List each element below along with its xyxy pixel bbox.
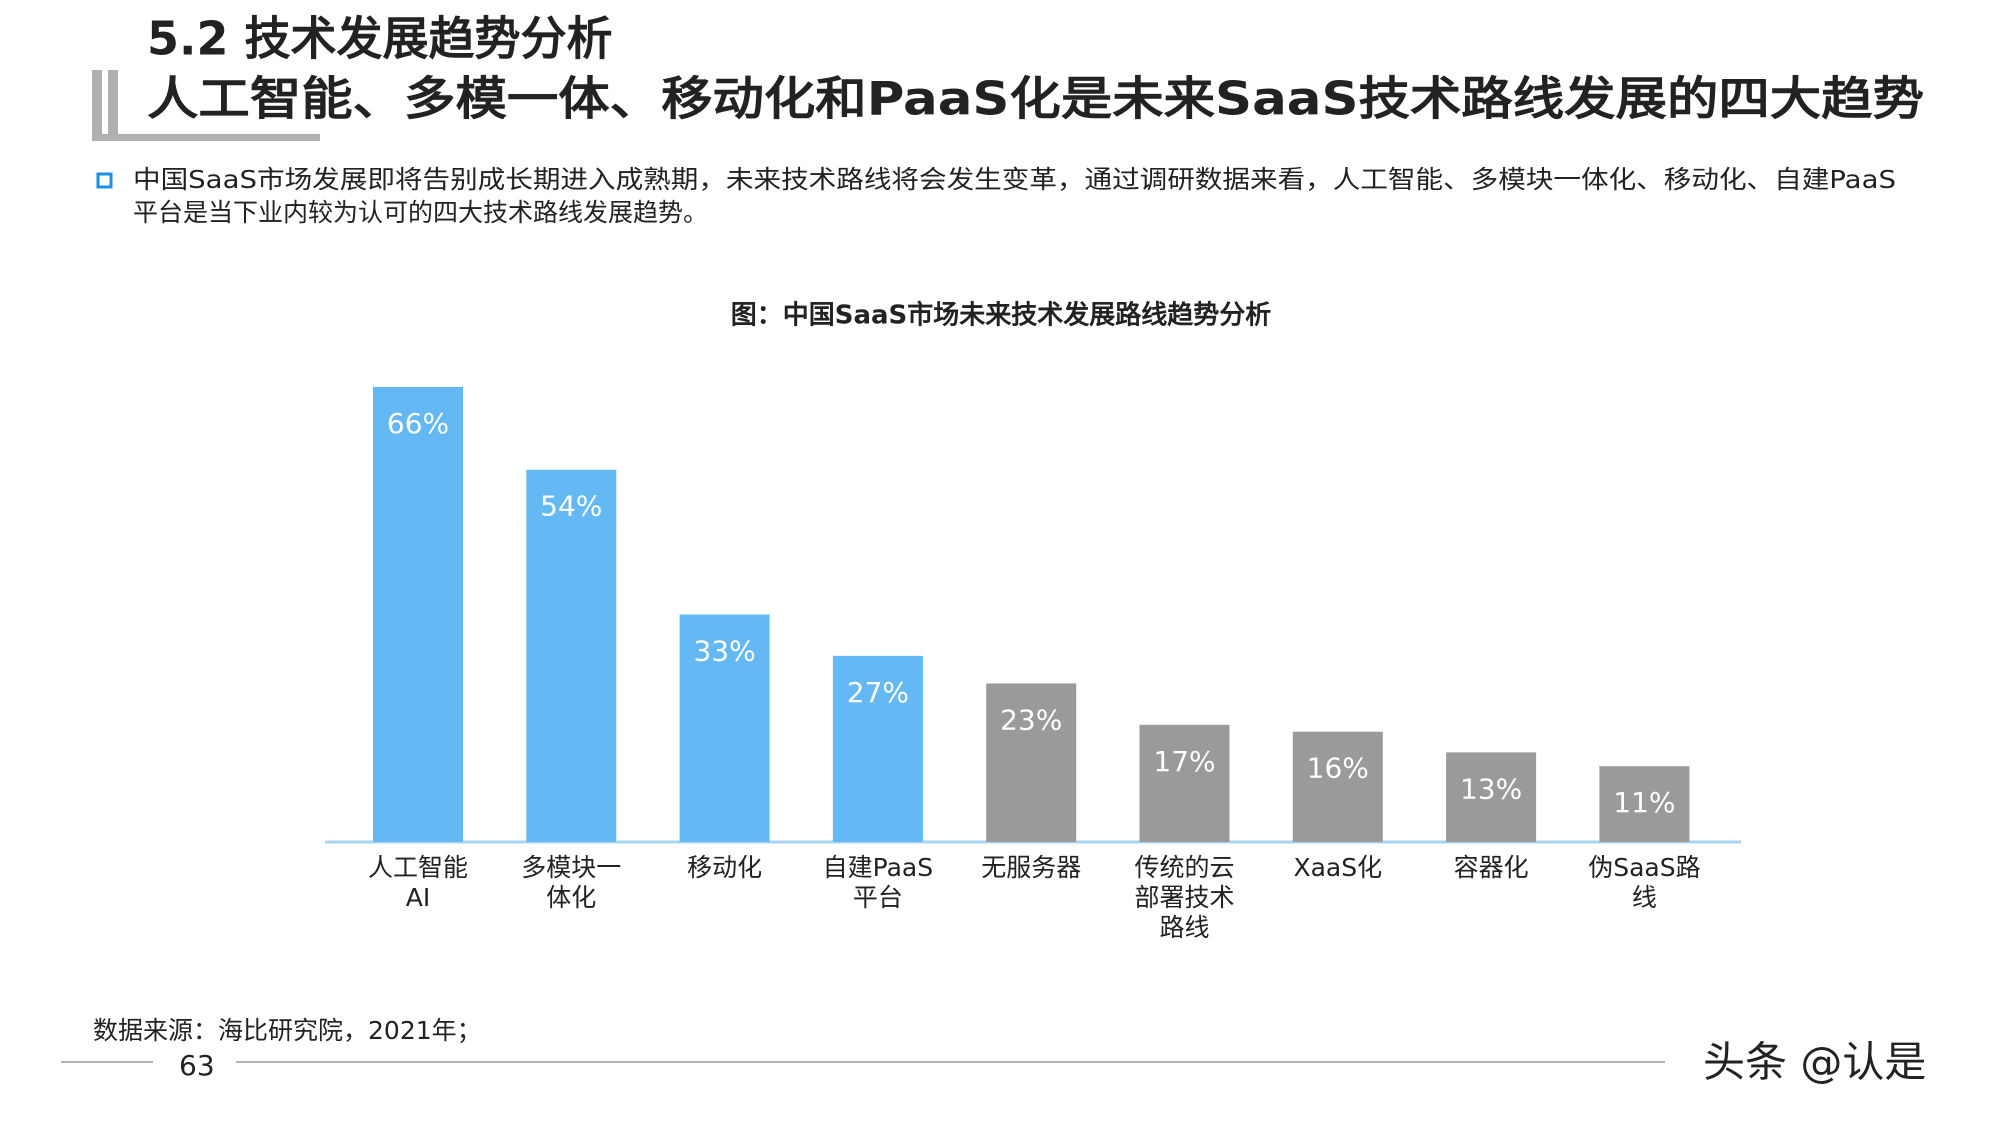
x-tick-label: 无服务器 [981,853,1081,882]
value-label: 17% [1153,745,1215,778]
bar [1139,724,1230,842]
deco-bar [108,70,118,140]
bullet-icon [96,172,113,189]
bullet-text: 中国SaaS市场发展即将告别成长期进入成熟期，未来技术路线将会发生变革，通过调研… [133,165,1896,194]
x-tick-label: 容器化 [1454,853,1529,882]
section-title: 5.2 技术发展趋势分析 [147,12,613,66]
bar [1292,731,1383,842]
value-label: 16% [1307,752,1369,785]
value-label: 13% [1460,772,1522,805]
deco-line [92,134,320,141]
source: 数据来源：海比研究院，2021年； [93,1016,482,1045]
page-number: 63 [179,1049,215,1082]
bar [526,469,617,842]
bar [373,387,463,842]
value-label: 33% [693,635,755,668]
value-label: 23% [1000,703,1062,736]
x-tick-label: 传统的云部署技术路线 [1134,853,1234,942]
bar [1599,766,1690,842]
bullet-text: 平台是当下业内较为认可的四大技术路线发展趋势。 [133,198,708,227]
value-label: 66% [387,407,449,440]
bar [832,655,923,842]
deco-bar [92,70,102,140]
watermark: 头条 @认是 [1703,1038,1926,1087]
x-tick-label: XaaS化 [1293,853,1382,882]
value-label: 11% [1613,786,1675,819]
x-tick-label: 自建PaaS 平台 [823,853,933,912]
headline: 人工智能、多模一体、移动化和PaaS化是未来SaaS技术路线发展的四大趋势 [147,72,1924,126]
bar [1446,752,1537,842]
bar [679,614,770,842]
bar [986,683,1077,842]
x-tick-label: 人工智能 AI [368,853,468,912]
value-label: 27% [847,676,909,709]
x-tick-label: 伪SaaS路线 [1588,853,1700,912]
x-tick-label: 移动化 [687,853,762,882]
value-label: 54% [540,490,602,523]
chart-title: 图：中国SaaS市场未来技术发展路线趋势分析 [731,300,1272,331]
x-tick-label: 多模块一体化 [521,853,621,912]
